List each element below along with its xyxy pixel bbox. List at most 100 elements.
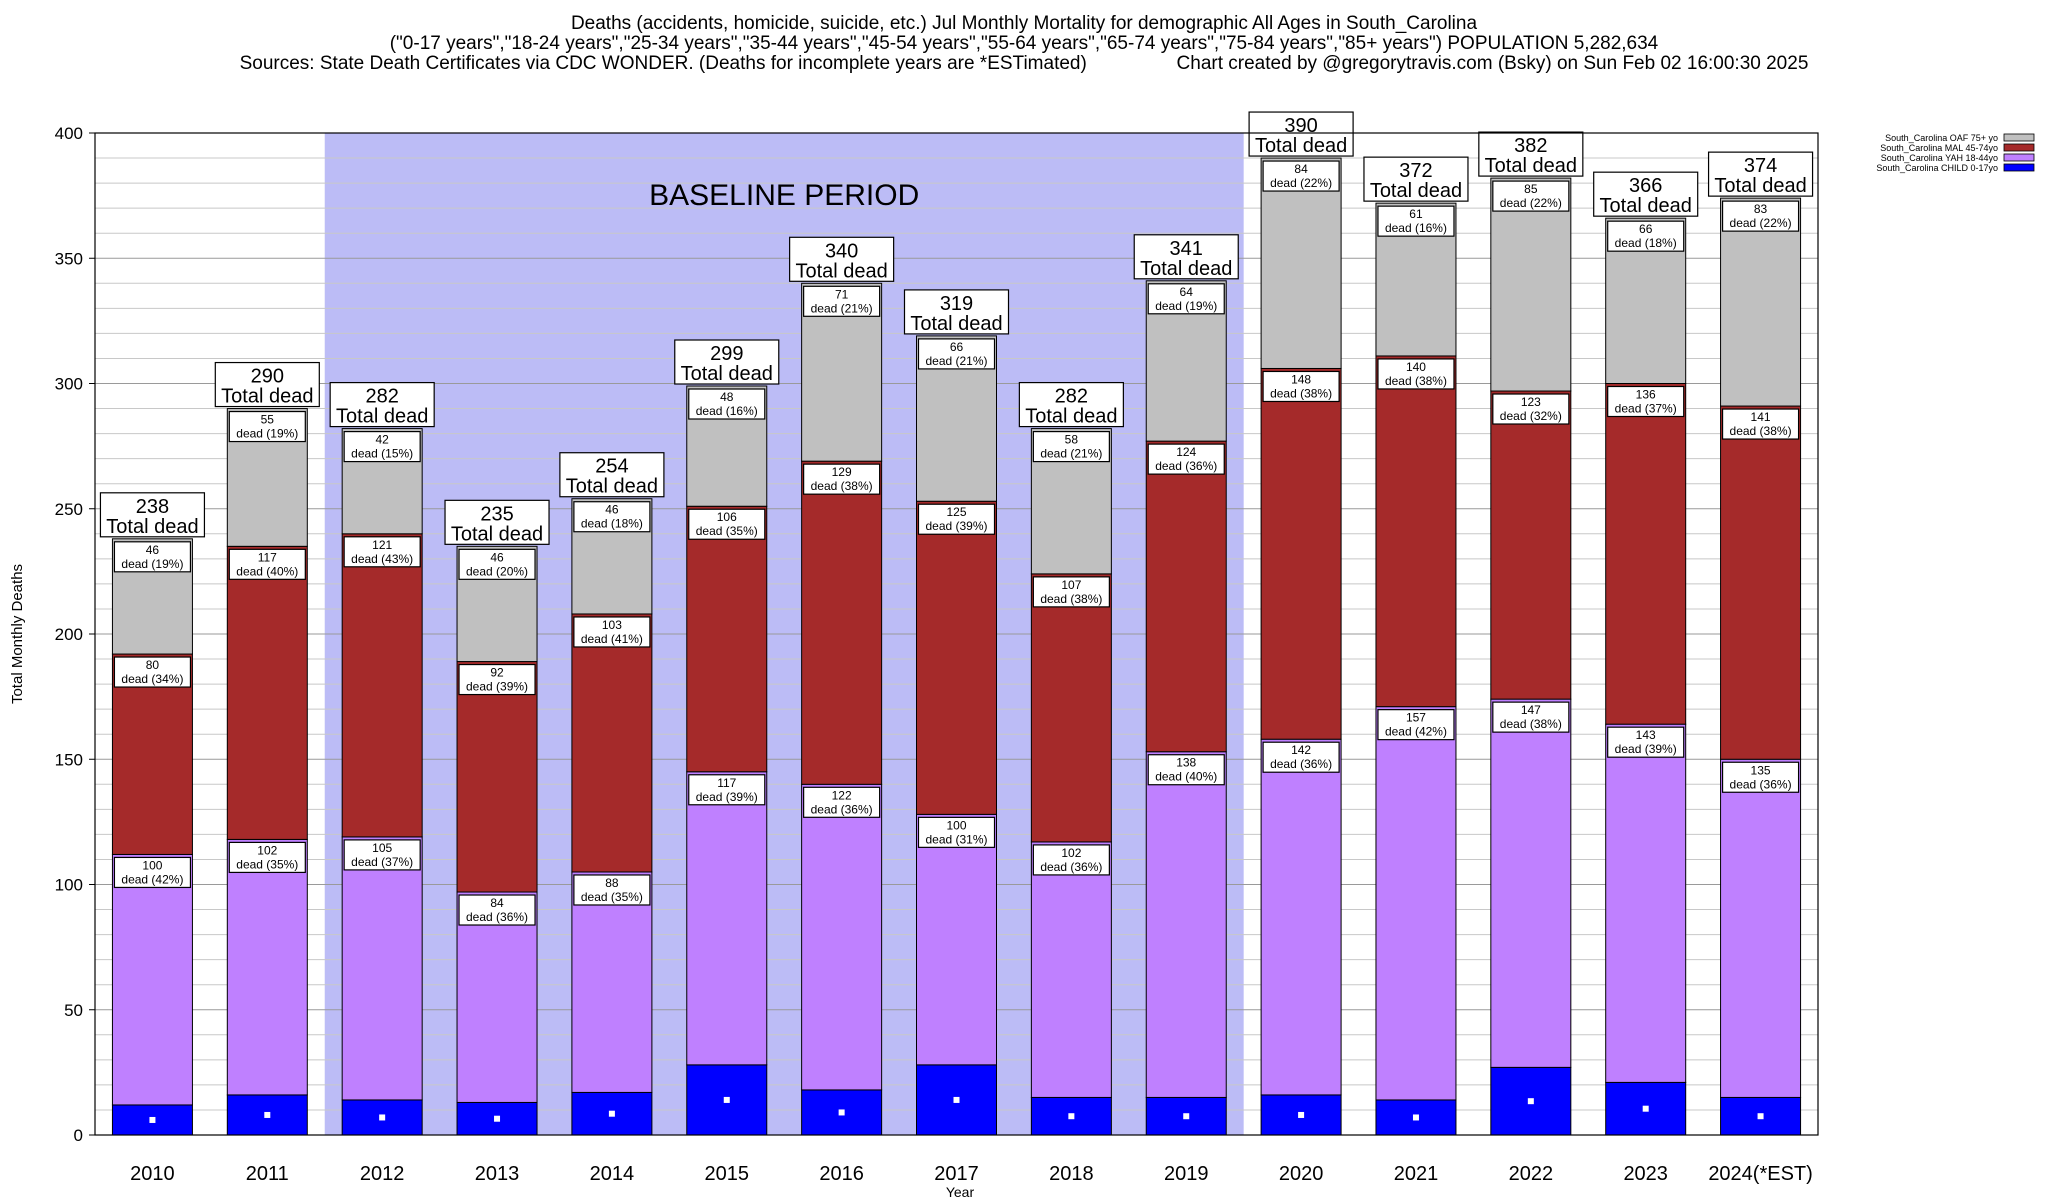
total-value-label: 299 [710,343,743,365]
y-tick-label: 200 [55,625,83,644]
bar-segment [1260,367,1342,740]
x-tick-label: 2016 [819,1163,864,1185]
bar-segment [1260,738,1342,1096]
total-suffix-label: Total dead [681,363,773,385]
segment-pct-label: dead (38%) [1500,717,1562,731]
y-tick-label: 400 [55,124,83,143]
segment-value-label: 85 [1524,182,1538,196]
segment-label-box [1032,430,1110,463]
total-label-box [444,499,550,545]
segment-label-box [688,388,766,420]
bar-segment [1720,405,1802,760]
segment-label-box [1492,701,1570,733]
bar-segment [1605,383,1687,725]
x-tick-label: 2022 [1509,1163,1554,1185]
segment-label-box [573,616,651,648]
x-tick-label: 2019 [1164,1163,1209,1185]
title-line-1: Deaths (accidents, homicide, suicide, et… [570,13,1478,34]
segment-label-box [803,786,881,818]
total-label-box [1707,151,1814,197]
segment-label-box [573,874,651,906]
bar-segment [1145,440,1227,753]
total-suffix-label: Total dead [1600,195,1692,217]
bar-segment [801,783,883,1091]
segment-value-label: 147 [1521,703,1541,717]
y-tick-label: 250 [55,500,83,519]
total-value-label: 290 [251,366,284,388]
segment-label-box [1607,220,1685,252]
segment-pct-label: dead (36%) [1730,777,1792,791]
bar-segment [1030,573,1112,843]
segment-pct-label: dead (39%) [696,790,758,804]
bar-segment [111,853,193,1106]
x-tick-label: 2024(*EST) [1708,1163,1813,1185]
segment-value-label: 46 [490,550,504,564]
segment-value-label: 58 [1065,433,1079,447]
segment-label-box [1147,443,1225,475]
total-label-box [1478,131,1584,177]
segment-label-box [1607,726,1685,758]
child-marker [838,1109,845,1116]
y-tick-label: 0 [74,1126,83,1145]
total-label-box [1018,381,1124,428]
segment-value-label: 46 [146,543,160,557]
segment-value-label: 80 [146,658,160,672]
segment-pct-label: dead (37%) [1615,402,1677,416]
total-suffix-label: Total dead [1140,258,1232,280]
total-value-label: 340 [825,240,858,262]
segment-pct-label: dead (32%) [1500,409,1562,423]
segment-value-label: 105 [372,841,392,855]
bar-segment [686,505,768,773]
segment-pct-label: dead (36%) [1040,860,1102,874]
total-label-box [1593,171,1699,217]
segment-value-label: 106 [717,510,737,524]
segment-value-label: 135 [1751,763,1771,777]
segment-label-box [343,430,421,463]
child-marker [379,1114,386,1121]
segment-pct-label: dead (36%) [1270,757,1332,771]
x-tick-label: 2014 [590,1163,635,1185]
bar-segment [571,613,653,873]
total-suffix-label: Total dead [1370,180,1462,202]
segment-pct-label: dead (41%) [581,632,643,646]
child-marker [1527,1098,1534,1105]
legend-swatch [2003,153,2035,162]
segment-pct-label: dead (15%) [351,447,413,461]
segment-pct-label: dead (38%) [1040,592,1102,606]
segment-value-label: 48 [720,390,734,404]
bar-segment [456,661,538,893]
segment-label-box [1262,741,1340,773]
bar-segment [1030,841,1112,1098]
x-tick-label: 2021 [1394,1163,1439,1185]
total-label-box [1133,234,1239,280]
child-marker [264,1111,271,1118]
segment-pct-label: dead (40%) [236,564,298,578]
segment-pct-label: dead (21%) [811,301,873,315]
title-line-2: ("0-17 years","18-24 years","25-34 years… [389,33,1659,54]
total-label-box [1363,156,1469,202]
bar-segment [1260,157,1342,369]
segment-value-label: 140 [1406,360,1426,374]
segment-value-label: 84 [1294,162,1308,176]
x-tick-label: 2017 [934,1163,979,1185]
segment-label-box [1032,844,1110,876]
legend-swatch [2003,163,2035,172]
segment-label-box [1721,761,1800,793]
segment-pct-label: dead (35%) [236,857,298,871]
segment-value-label: 143 [1636,728,1656,742]
total-label-box [329,381,435,428]
bar-segment [1720,758,1802,1098]
total-label-box [214,361,320,408]
total-value-label: 282 [365,386,398,408]
child-marker [1183,1113,1190,1120]
x-tick-label: 2012 [360,1163,405,1185]
total-value-label: 235 [480,503,513,525]
child-marker [149,1116,156,1123]
segment-label-box [228,548,306,580]
segment-value-label: 55 [261,413,275,427]
bar-segment [1145,751,1227,1098]
segment-pct-label: dead (38%) [1730,424,1792,438]
segment-value-label: 121 [372,538,392,552]
x-tick-label: 2015 [705,1163,750,1185]
segment-pct-label: dead (21%) [1040,447,1102,461]
